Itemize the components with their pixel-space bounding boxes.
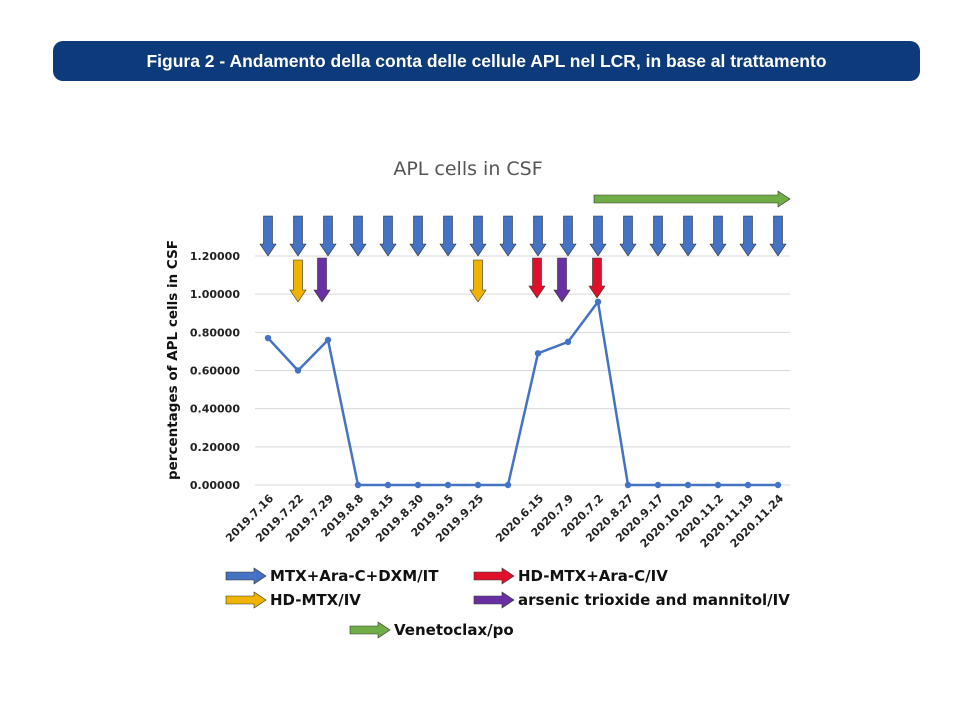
y-tick-label: 0.40000 [190,403,240,416]
legend-swatch-arrow [473,591,515,609]
data-point [534,350,542,357]
y-tick-label: 1.00000 [190,288,240,301]
blue-treatment-arrow [259,215,277,257]
yellow-treatment-arrow [469,259,487,303]
chart-title: APL cells in CSF [393,158,542,180]
y-axis-label: percentages of APL cells in CSF [165,240,181,480]
data-point [294,367,302,374]
data-point [324,336,332,344]
data-point [354,481,362,489]
data-point [414,481,422,489]
data-point [474,481,482,489]
y-tick-label: 0.80000 [190,326,240,339]
blue-treatment-arrow [769,215,787,257]
blue-treatment-arrow [319,215,337,257]
legend-swatch-arrow [225,591,267,609]
red-treatment-arrow [528,257,546,299]
data-point [594,298,602,305]
yellow-treatment-arrow [289,259,307,303]
blue-treatment-arrow [379,215,397,257]
blue-treatment-arrow [349,215,367,257]
blue-treatment-arrow [529,215,547,257]
blue-treatment-arrow [469,215,487,257]
data-point [384,481,392,489]
blue-treatment-arrow [619,215,637,257]
figure-title: Figura 2 - Andamento della conta delle c… [146,50,827,71]
blue-treatment-arrow [289,215,307,257]
blue-treatment-arrow [739,215,757,257]
y-tick-label: 0.60000 [190,365,240,378]
data-point [624,481,632,489]
purple-treatment-arrow [313,257,331,303]
data-point [684,481,692,489]
data-point [444,481,452,489]
blue-treatment-arrow [499,215,517,257]
red-treatment-arrow [588,257,606,299]
y-tick-label: 0.20000 [190,441,240,454]
legend-label: arsenic trioxide and mannitol/IV [518,591,790,609]
green-treatment-arrow [593,190,791,208]
blue-treatment-arrow [439,215,457,257]
series-line [267,300,778,487]
data-point [714,481,722,489]
data-point [264,334,272,342]
data-point [774,481,782,489]
legend-swatch-arrow [349,621,391,639]
data-point [744,481,752,489]
legend-label: HD-MTX/IV [270,591,361,609]
data-point [654,481,662,489]
legend-swatch-arrow [473,567,515,585]
blue-treatment-arrow [559,215,577,257]
figure-title-banner: Figura 2 - Andamento della conta delle c… [53,41,920,81]
x-tick-label: 2020.11.24 [728,492,787,551]
blue-treatment-arrow [679,215,697,257]
legend-label: MTX+Ara-C+DXM/IT [270,567,439,585]
legend-label: Venetoclax/po [394,621,514,639]
y-tick-label: 1.20000 [190,250,240,263]
legend-swatch-arrow [225,567,267,585]
blue-treatment-arrow [709,215,727,257]
y-tick-label: 0.00000 [190,479,240,492]
blue-treatment-arrow [589,215,607,257]
blue-treatment-arrow [409,215,427,257]
purple-treatment-arrow [553,257,571,303]
data-point [504,481,512,489]
blue-treatment-arrow [649,215,667,257]
legend-label: HD-MTX+Ara-C/IV [518,567,668,585]
data-point [564,338,572,346]
